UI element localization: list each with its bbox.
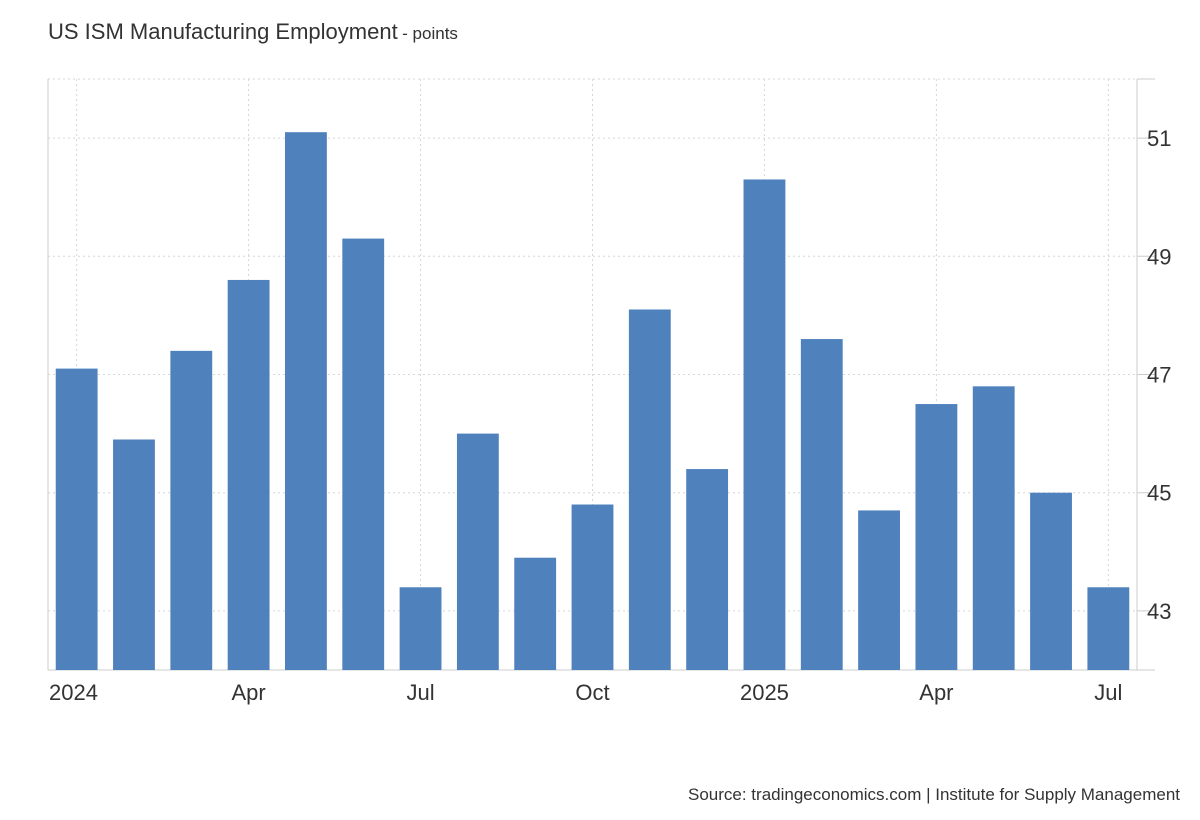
bar-2024-07 [399,587,442,670]
y-tick-label: 43 [1147,599,1171,624]
bar-2024-11 [628,309,671,670]
chart-title: US ISM Manufacturing Employment [48,19,398,44]
bar-2024-03 [170,350,213,670]
bar-2024-06 [342,238,385,670]
y-tick-label: 47 [1147,363,1171,388]
source-credit: Source: tradingeconomics.com | Institute… [688,785,1180,804]
chart-unit: points [412,24,458,43]
bar-2025-01 [743,179,786,670]
bar-2025-07 [1087,587,1130,670]
bar-2024-04 [227,279,270,670]
bar-2025-06 [1030,492,1072,670]
bar-2024-08 [456,433,499,670]
x-tick-label: Oct [575,680,609,705]
bar-2025-02 [800,339,843,670]
y-tick-label: 45 [1147,481,1171,506]
bar-2025-05 [972,386,1015,670]
bar-2024-01 [55,368,98,670]
y-tick-label: 51 [1147,126,1171,151]
bar-2024-05 [285,132,327,670]
y-tick-label: 49 [1147,244,1171,269]
bar-2024-10 [571,504,614,670]
chart-title-row: US ISM Manufacturing Employment - points [48,19,458,45]
x-tick-label: Apr [919,680,953,705]
bar-2024-12 [686,469,729,670]
x-tick-label: 2025 [740,680,789,705]
x-tick-label: 2024 [49,680,98,705]
chart-unit-separator: - [402,24,413,43]
x-tick-label: Apr [231,680,265,705]
x-tick-label: Jul [406,680,434,705]
bar-2025-04 [915,404,958,670]
bar-2024-02 [113,439,155,670]
x-tick-label: Jul [1094,680,1122,705]
bar-2025-03 [858,510,900,670]
bar-2024-09 [514,557,557,670]
